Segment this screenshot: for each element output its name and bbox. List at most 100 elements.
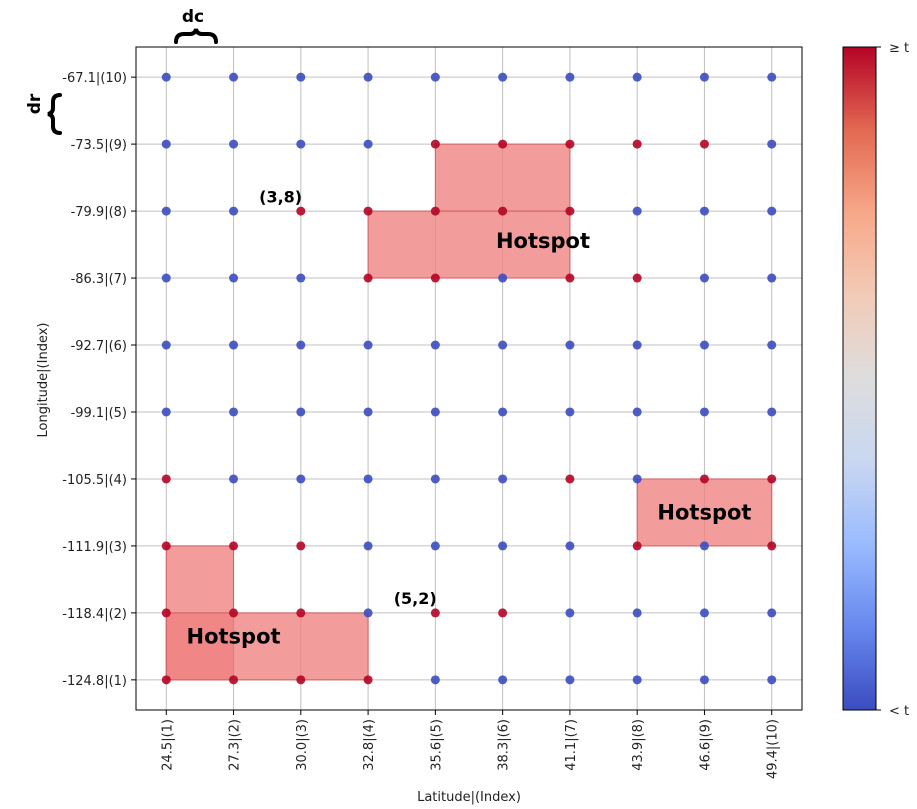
- y-tick-label: -73.5|(9): [71, 138, 127, 153]
- point-high: [498, 206, 508, 216]
- point-high: [229, 675, 239, 685]
- point-low: [363, 608, 373, 618]
- point-low: [632, 675, 642, 685]
- point-high: [565, 273, 575, 283]
- point-high: [161, 675, 171, 685]
- point-high: [430, 139, 440, 149]
- point-low: [296, 474, 306, 484]
- point-low: [565, 340, 575, 350]
- point-high: [632, 541, 642, 551]
- y-ticks: -124.8|(1) -118.4|(2) -111.9|(3) -105.5|(4)…: [62, 71, 136, 689]
- colorbar-label-bottom: < t: [889, 704, 909, 719]
- point-high: [565, 139, 575, 149]
- point-high: [161, 541, 171, 551]
- x-ticks: 24.5|(1) 27.3|(2) 30.0|(3) 32.8|(4) 35.6|(5)…: [160, 710, 781, 779]
- point-low: [161, 72, 171, 82]
- point-low: [296, 139, 306, 149]
- point-low: [161, 407, 171, 417]
- point-low: [430, 340, 440, 350]
- colorbar: [842, 46, 877, 711]
- point-low: [430, 72, 440, 82]
- point-low: [632, 340, 642, 350]
- point-low: [699, 72, 709, 82]
- point-high: [229, 541, 239, 551]
- y-tick-label: -67.1|(10): [62, 71, 127, 86]
- point-low: [363, 340, 373, 350]
- point-low: [699, 206, 709, 216]
- point-low: [296, 407, 306, 417]
- x-tick-label: 46.6|(9): [698, 719, 713, 771]
- point-low: [363, 541, 373, 551]
- point-low: [498, 340, 508, 350]
- point-low: [363, 139, 373, 149]
- hotspot-region: [636, 478, 773, 547]
- point-high: [363, 206, 373, 216]
- hotspot-region: [165, 612, 369, 681]
- point-low: [498, 273, 508, 283]
- x-tick-label: 30.0|(3): [295, 719, 310, 771]
- hotspot-label: Hotspot: [187, 624, 281, 648]
- point-low: [565, 407, 575, 417]
- point-high: [296, 541, 306, 551]
- point-low: [699, 608, 709, 618]
- point-low: [161, 273, 171, 283]
- point-low: [363, 407, 373, 417]
- point-high: [565, 206, 575, 216]
- point-high: [699, 474, 709, 484]
- point-low: [229, 273, 239, 283]
- point-annotation: (3,8): [259, 187, 302, 206]
- point-high: [767, 474, 777, 484]
- y-tick-label: -99.1|(5): [71, 406, 127, 421]
- point-low: [430, 675, 440, 685]
- dr-label: dr: [25, 93, 45, 114]
- dr-brace: [47, 93, 62, 135]
- y-tick-label: -92.7|(6): [71, 339, 127, 354]
- point-high: [296, 675, 306, 685]
- hotspot-region: [367, 210, 571, 279]
- y-tick-label: -118.4|(2): [62, 607, 127, 622]
- x-tick-label: 38.3|(6): [497, 719, 512, 771]
- point-high: [565, 474, 575, 484]
- point-high: [296, 608, 306, 618]
- point-low: [161, 139, 171, 149]
- annotations: (3,8) (5,2): [259, 187, 437, 608]
- point-high: [229, 608, 239, 618]
- point-low: [632, 206, 642, 216]
- y-tick-label: -86.3|(7): [71, 272, 127, 287]
- point-low: [565, 608, 575, 618]
- point-low: [296, 72, 306, 82]
- point-low: [767, 273, 777, 283]
- y-tick-label: -105.5|(4): [62, 473, 127, 488]
- point-low: [565, 541, 575, 551]
- point-high: [498, 139, 508, 149]
- point-high: [363, 675, 373, 685]
- x-tick-label: 35.6|(5): [429, 719, 444, 771]
- point-low: [699, 675, 709, 685]
- hotspot-label: Hotspot: [496, 229, 590, 253]
- point-low: [430, 541, 440, 551]
- x-tick-label: 24.5|(1): [160, 719, 175, 771]
- x-axis-title: Latitude|(Index): [417, 790, 521, 805]
- point-high: [161, 474, 171, 484]
- point-low: [498, 474, 508, 484]
- data-points: Hotspot Hotspot Hotspot: [161, 72, 777, 685]
- point-low: [767, 340, 777, 350]
- grid: [136, 47, 802, 710]
- y-axis-title: Longitude|(Index): [36, 323, 51, 438]
- point-low: [767, 72, 777, 82]
- dc-brace: [174, 28, 218, 44]
- point-high: [498, 608, 508, 618]
- plot-frame: [135, 46, 803, 711]
- hotspot-region: [434, 143, 571, 212]
- point-low: [632, 608, 642, 618]
- point-low: [229, 407, 239, 417]
- point-high: [430, 273, 440, 283]
- point-high: [632, 273, 642, 283]
- x-tick-label: 43.9|(8): [631, 719, 646, 771]
- point-low: [498, 407, 508, 417]
- point-low: [565, 675, 575, 685]
- x-tick-label: 49.4|(10): [766, 719, 781, 779]
- y-tick-label: -79.9|(8): [71, 205, 127, 220]
- point-low: [699, 340, 709, 350]
